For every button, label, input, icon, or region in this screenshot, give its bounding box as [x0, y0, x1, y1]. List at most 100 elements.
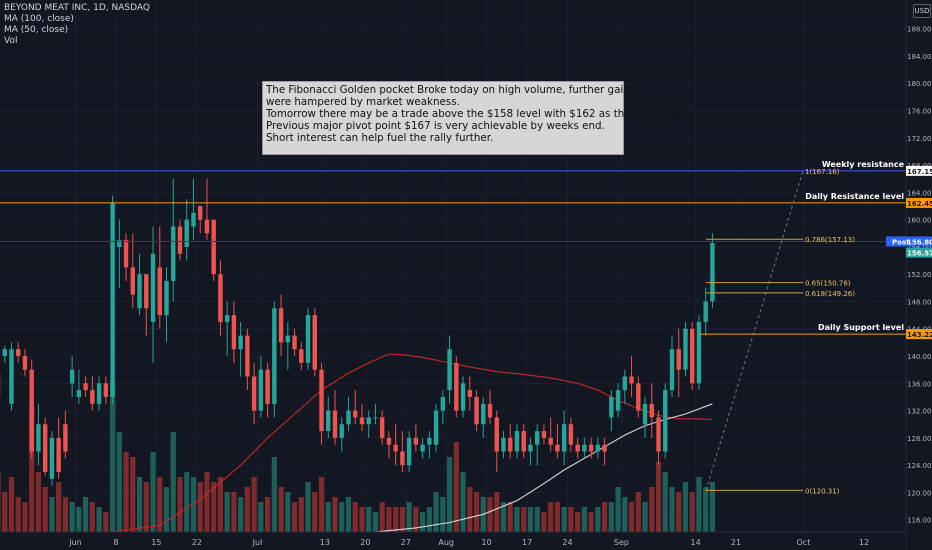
time-axis-bg	[0, 532, 906, 550]
candle-body	[49, 437, 55, 479]
analysis-note[interactable]: The Fibonacci Golden pocket Broke today …	[262, 81, 692, 155]
candle-body	[22, 356, 28, 370]
candle-body	[413, 437, 419, 445]
volume-bar	[143, 482, 149, 532]
volume-bar	[76, 507, 82, 532]
volume-bar	[184, 472, 190, 532]
volume-bar	[42, 487, 48, 532]
candle-body	[440, 396, 446, 411]
fib-level-label: 0(120.31)	[805, 487, 840, 495]
candle-body	[568, 424, 574, 445]
volume-bar	[494, 492, 500, 532]
candle-body	[171, 226, 176, 282]
candle-body	[400, 451, 405, 466]
weekly-resistance-label: Weekly resistance	[821, 159, 904, 169]
candle-body	[204, 219, 210, 234]
candle-body	[63, 424, 68, 452]
volume-bar	[689, 492, 695, 532]
volume-bar	[467, 487, 473, 532]
volume-bar	[265, 497, 271, 532]
time-axis[interactable]: Jun 8 15 22 Jul 13 20 27 Aug 10 17 24 Sep 14 21 Oct 12	[0, 531, 906, 550]
time-tick-label: Jun	[68, 538, 82, 547]
volume-bar	[197, 482, 203, 532]
volume-bar	[541, 512, 547, 532]
currency-badge[interactable]: USD	[913, 4, 931, 18]
candle-body	[103, 383, 109, 397]
note-line: Previous major pivot point $167 is very …	[266, 120, 605, 132]
candle-body	[16, 349, 21, 357]
volume-bar	[103, 512, 109, 532]
volume-bar	[15, 497, 21, 532]
volume-bar	[682, 482, 689, 532]
price-tick-label: 140.00	[907, 353, 932, 361]
candle-body	[346, 410, 351, 425]
candle-body	[83, 383, 88, 391]
volume-bar	[2, 492, 8, 532]
volume-bar	[69, 502, 75, 532]
candle-body	[656, 417, 661, 452]
volume-bar	[258, 502, 264, 532]
volume-bar	[628, 502, 635, 532]
candle-body	[548, 437, 553, 445]
volume-bar	[487, 497, 493, 532]
fib-level-label: 0.618(149.26)	[805, 290, 855, 298]
volume-bar	[372, 512, 379, 532]
candle-body	[555, 444, 560, 452]
candle-body	[467, 390, 472, 397]
candle-body	[90, 390, 95, 404]
time-tick-label: 21	[731, 538, 741, 547]
candle-body	[622, 376, 628, 391]
volume-bar	[662, 472, 668, 532]
candle-body	[642, 403, 648, 425]
price-tick-label: 184.00	[907, 53, 932, 61]
horizontal-levels[interactable]	[0, 170, 906, 335]
price-tick-label: 180.00	[907, 80, 932, 88]
price-tick-label: 172.00	[907, 135, 932, 143]
legend-ma100[interactable]: MA (100, close)	[4, 14, 74, 24]
candle-body	[42, 424, 48, 472]
candle-body	[649, 403, 654, 418]
time-tick-label: Sep	[614, 538, 629, 547]
price-tick-label: 160.00	[907, 217, 932, 225]
candle-body	[137, 274, 142, 309]
candle-body	[588, 444, 594, 452]
ma100-line	[375, 403, 713, 533]
candle-body	[117, 240, 122, 247]
candle-body	[454, 362, 459, 411]
candle-body	[184, 219, 189, 247]
symbol-title[interactable]: BEYOND MEAT INC, 1D, NASDAQ	[4, 3, 150, 13]
legend-ma50[interactable]: MA (50, close)	[4, 25, 69, 35]
volume-bar	[89, 502, 95, 532]
note-line: The Fibonacci Golden pocket Broke today …	[266, 84, 636, 96]
volume-bar	[507, 502, 513, 532]
time-tick-label: 8	[113, 538, 118, 547]
volume-bar	[595, 507, 601, 532]
legend-volume[interactable]: Vol	[4, 36, 18, 46]
candle-body	[251, 376, 257, 411]
candle-body	[211, 219, 216, 275]
candle-body	[615, 390, 621, 411]
candle-body	[575, 444, 580, 452]
candle-body	[528, 444, 533, 452]
volume-bar	[271, 457, 277, 532]
candlesticks[interactable]	[0, 178, 715, 486]
volume-bar	[393, 507, 399, 532]
candle-body	[238, 335, 243, 350]
volume-bar	[548, 502, 554, 532]
volume-bar	[608, 502, 614, 532]
volume-bar	[318, 477, 325, 532]
candle-body	[521, 431, 526, 452]
candle-body	[130, 267, 135, 295]
volume-bar	[622, 497, 628, 532]
volume-bar	[399, 507, 405, 532]
candle-body	[191, 212, 196, 227]
candle-body	[332, 410, 338, 438]
price-axis[interactable]: 116.00 120.00 124.00 128.00 132.00 136.00 140.…	[905, 0, 932, 550]
volume-bar	[83, 497, 89, 532]
volume-bar	[56, 482, 62, 532]
price-tick-label: 128.00	[907, 435, 932, 443]
volume-bar	[291, 502, 298, 532]
fibonacci-retracement[interactable]: 1(167.16) 0.786(157.13) 0.65(150.76) 0.618(…	[705, 168, 855, 496]
volume-bar	[669, 487, 675, 532]
candle-body	[36, 424, 41, 452]
